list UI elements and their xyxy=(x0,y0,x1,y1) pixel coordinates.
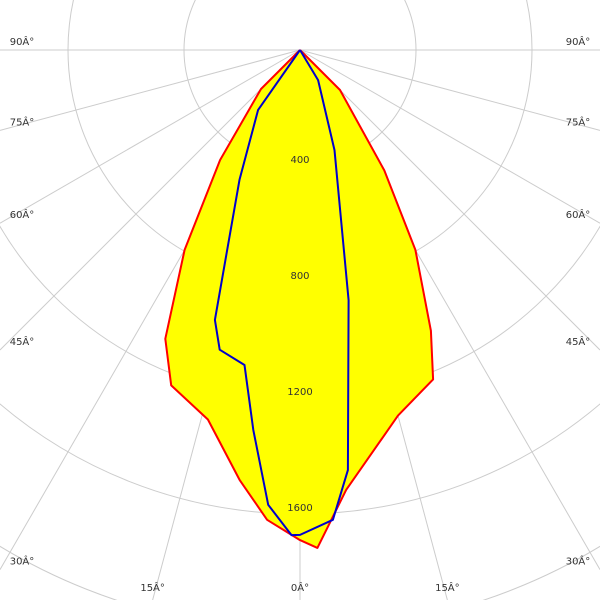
angle-label: 90Â° xyxy=(566,35,591,48)
angle-label: 75Â° xyxy=(10,115,35,128)
series-line xyxy=(164,49,435,549)
r-tick-label: 400 xyxy=(290,155,309,166)
angle-label: 90Â° xyxy=(10,35,35,48)
series-line xyxy=(213,49,350,537)
angle-label: 0Â° xyxy=(291,581,309,594)
angle-label: 15Â° xyxy=(435,581,460,594)
angle-label: 15Â° xyxy=(140,581,165,594)
angle-label: 45Â° xyxy=(10,335,35,348)
r-tick-label: 800 xyxy=(290,271,309,282)
series-area xyxy=(165,50,434,548)
angle-label: 75Â° xyxy=(566,115,591,128)
grid-spoke xyxy=(299,49,600,351)
angle-label: 30Â° xyxy=(566,555,591,568)
grid-spoke xyxy=(299,49,600,224)
r-tick-label: 1600 xyxy=(287,503,312,514)
angle-label: 60Â° xyxy=(10,208,35,221)
grid-spoke xyxy=(299,49,600,131)
grid-spoke xyxy=(0,49,301,131)
angle-label: 45Â° xyxy=(566,335,591,348)
r-tick-label: 1200 xyxy=(287,387,312,398)
angle-label: 60Â° xyxy=(566,208,591,221)
grid-spoke xyxy=(0,49,301,351)
grid-spoke xyxy=(0,49,301,224)
angle-label: 30Â° xyxy=(10,555,35,568)
